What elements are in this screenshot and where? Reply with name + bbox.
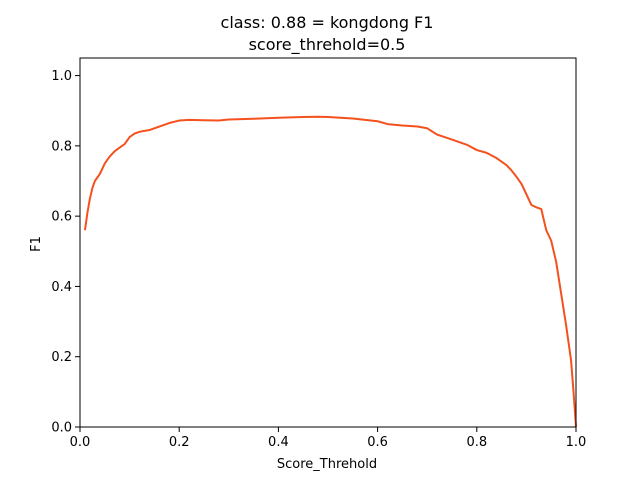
x-tick-label-4: 0.8 bbox=[466, 435, 487, 450]
y-tick-label-0: 0.0 bbox=[51, 421, 72, 436]
axes-frame bbox=[79, 57, 577, 428]
chart-title: class: 0.88 = kongdong F1 bbox=[221, 13, 434, 32]
x-tick-label-2: 0.4 bbox=[268, 435, 289, 450]
x-tick-label-5: 1.0 bbox=[566, 435, 587, 450]
x-tick-label-3: 0.6 bbox=[367, 435, 388, 450]
series-line-0 bbox=[83, 115, 577, 428]
y-tick-label-5: 1.0 bbox=[51, 69, 72, 84]
plot-area: 0.0 0.2 0.4 0.6 0.8 1.0 0.0 0.2 0.4 0.6 0.8 1.0 bbox=[51, 57, 587, 450]
y-tick-label-3: 0.6 bbox=[51, 210, 72, 225]
y-axis-label: F1 bbox=[29, 236, 44, 252]
y-tick-label-4: 0.8 bbox=[51, 139, 72, 154]
y-tick-label-2: 0.4 bbox=[51, 280, 72, 295]
y-tick-label-1: 0.2 bbox=[51, 350, 72, 365]
x-axis-label: Score_Threhold bbox=[277, 457, 377, 472]
chart-subtitle: score_threhold=0.5 bbox=[249, 35, 406, 55]
x-tick-label-0: 0.0 bbox=[70, 435, 91, 450]
x-tick-label-1: 0.2 bbox=[169, 435, 190, 450]
